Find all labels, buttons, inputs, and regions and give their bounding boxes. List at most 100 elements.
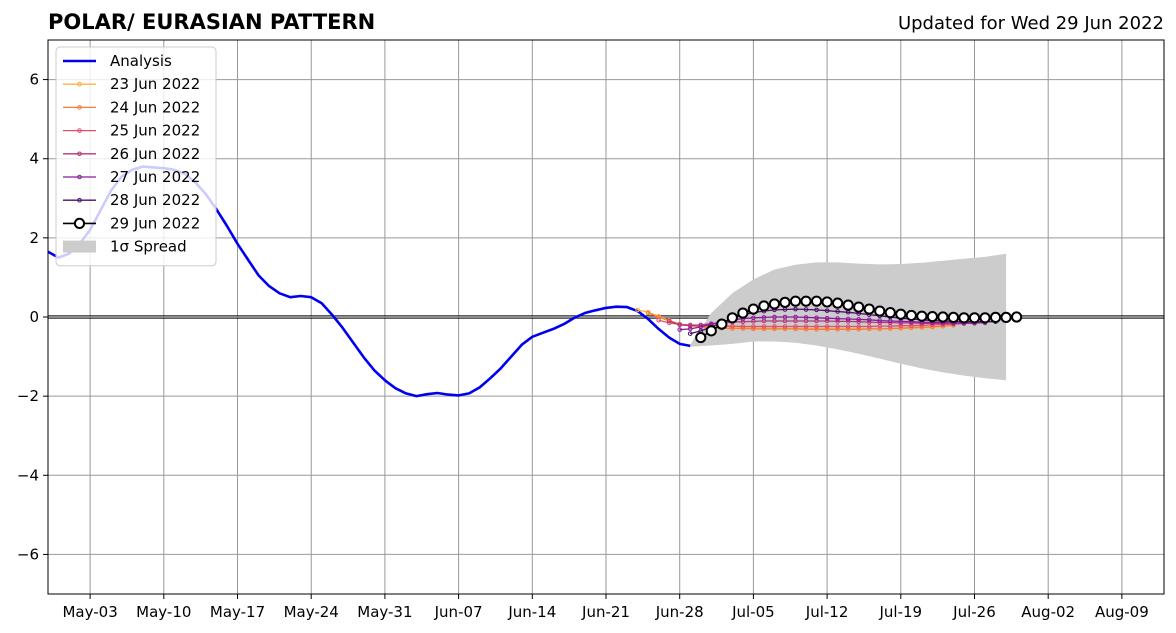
forecast-point [677, 322, 682, 328]
forecast-point [740, 324, 746, 329]
legend-item: 27 Jun 2022 [63, 168, 200, 186]
y-tick-label: −4 [17, 466, 39, 484]
x-tick-label: May-31 [357, 603, 412, 621]
forecast-point [842, 299, 854, 311]
forecast-point [824, 324, 830, 329]
x-tick-label: Jun-28 [655, 603, 704, 621]
legend-label: 29 Jun 2022 [110, 214, 200, 232]
forecast-point [937, 311, 949, 323]
legend-label: 25 Jun 2022 [110, 122, 200, 140]
forecast-point [761, 324, 767, 329]
forecast-point [853, 301, 865, 313]
forecast-point [716, 318, 728, 330]
forecast-point [947, 311, 960, 323]
forecast-point [835, 316, 840, 321]
legend-label: 1σ Spread [110, 238, 187, 256]
forecast-point [751, 315, 756, 321]
legend-item: 1σ Spread [63, 238, 187, 256]
forecast-point [737, 307, 749, 319]
legend-item: 26 Jun 2022 [63, 145, 200, 163]
forecast-point [793, 314, 798, 320]
legend-item: 24 Jun 2022 [63, 98, 200, 116]
forecast-point [895, 308, 907, 320]
forecast-point [926, 311, 938, 323]
x-tick-label: Jul-12 [805, 603, 849, 621]
forecast-point [656, 317, 661, 323]
forecast-point [874, 305, 886, 317]
forecast-point [916, 310, 928, 322]
forecast-point [877, 318, 883, 323]
y-tick-label: 6 [29, 71, 39, 89]
forecast-point [835, 309, 840, 314]
forecast-point [751, 324, 756, 329]
forecast-point [856, 324, 861, 329]
forecast-point [821, 296, 833, 308]
forecast-point [814, 315, 819, 321]
forecast-point [803, 315, 809, 320]
forecast-point [803, 307, 809, 312]
x-tick-label: Jun-21 [581, 603, 630, 621]
forecast-point [824, 315, 830, 321]
forecast-point [779, 296, 791, 308]
forecast-point [687, 331, 693, 336]
x-tick-label: Jul-05 [731, 603, 775, 621]
forecast-point [803, 326, 809, 332]
y-tick-label: −6 [17, 545, 39, 563]
legend-label: 23 Jun 2022 [110, 75, 200, 93]
forecast-point [772, 314, 777, 320]
legend-marker [77, 151, 82, 157]
forecast-point [768, 298, 781, 310]
x-tick-label: May-24 [284, 603, 339, 621]
legend-item: 23 Jun 2022 [63, 75, 200, 93]
x-tick-label: Jun-07 [434, 603, 483, 621]
legend-label: 26 Jun 2022 [110, 145, 200, 163]
forecast-series-layer [635, 295, 1023, 344]
x-tick-label: Aug-02 [1021, 603, 1075, 621]
legend-marker [73, 217, 86, 229]
y-tick-label: 4 [29, 150, 39, 168]
forecast-point [726, 312, 738, 324]
legend-item: 25 Jun 2022 [63, 122, 200, 140]
forecast-point [814, 324, 819, 329]
forecast-point [666, 318, 672, 324]
forecast-point [856, 317, 861, 322]
chart-subtitle: Updated for Wed 29 Jun 2022 [898, 13, 1164, 34]
legend-marker [77, 174, 82, 180]
forecast-point [835, 326, 840, 332]
forecast-point [782, 324, 788, 329]
forecast-point [958, 312, 970, 324]
chart-title: POLAR/ EURASIAN PATTERN [48, 10, 375, 34]
forecast-point [814, 307, 819, 313]
forecast-point [824, 318, 830, 324]
forecast-point [989, 311, 1002, 323]
y-tick-label: 2 [29, 229, 39, 247]
forecast-point [645, 310, 651, 316]
legend-marker [77, 105, 82, 110]
x-tick-label: Jul-19 [878, 603, 922, 621]
forecast-point [747, 303, 759, 315]
forecast-point [832, 297, 844, 309]
forecast-point [789, 295, 802, 307]
forecast-point [772, 324, 777, 329]
y-tick-label: −2 [17, 387, 39, 405]
forecast-point [824, 326, 830, 332]
forecast-point [793, 306, 798, 312]
forecast-point [866, 317, 872, 323]
legend-swatch [63, 240, 96, 253]
forecast-point [782, 314, 788, 320]
forecast-point [695, 331, 707, 344]
forecast-point [863, 303, 875, 315]
x-tick-label: Aug-09 [1095, 603, 1149, 621]
forecast-point [677, 327, 682, 332]
forecast-point [898, 323, 904, 329]
legend-item: Analysis [63, 52, 172, 70]
forecast-point [803, 324, 809, 329]
forecast-point [810, 295, 823, 307]
legend-item: 29 Jun 2022 [63, 214, 200, 232]
forecast-point [845, 326, 851, 332]
x-tick-label: May-03 [62, 603, 117, 621]
forecast-series [695, 295, 1023, 344]
legend-label: 28 Jun 2022 [110, 191, 200, 209]
legend-box [55, 46, 217, 267]
